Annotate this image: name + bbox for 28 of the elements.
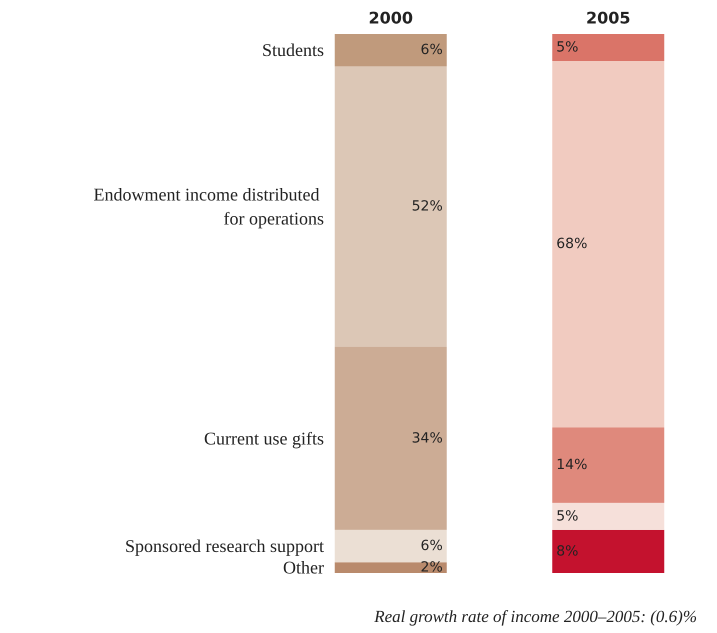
series-label: Sponsored research support <box>125 536 324 556</box>
series-label: Endowment income distributed for operations <box>94 184 324 228</box>
bar <box>334 562 447 573</box>
series-label: Current use gifts <box>204 428 324 448</box>
data-label: 2% <box>420 560 443 576</box>
bar <box>334 34 447 66</box>
bar <box>552 60 664 428</box>
bar <box>334 530 447 562</box>
data-label: 68% <box>556 236 588 252</box>
series-label: Students <box>262 40 324 60</box>
x-tick-label: 2005 <box>586 8 631 28</box>
bar <box>552 502 664 530</box>
bar <box>552 34 664 61</box>
data-label: 5% <box>556 508 578 524</box>
data-label: 5% <box>556 39 578 56</box>
data-label: 34% <box>412 430 443 446</box>
bar <box>334 346 447 530</box>
bar <box>552 530 664 573</box>
data-label: 8% <box>556 543 578 560</box>
x-tick-label: 2000 <box>368 8 414 28</box>
bar <box>334 66 447 347</box>
series-label: Other <box>283 558 324 578</box>
data-label: 6% <box>420 538 443 554</box>
bar <box>552 427 664 503</box>
text: Real growth rate of income 2000–2005: (0.6)% <box>373 607 698 626</box>
data-label: 52% <box>412 198 443 214</box>
data-label: 6% <box>420 42 443 58</box>
data-label: 14% <box>556 457 588 474</box>
